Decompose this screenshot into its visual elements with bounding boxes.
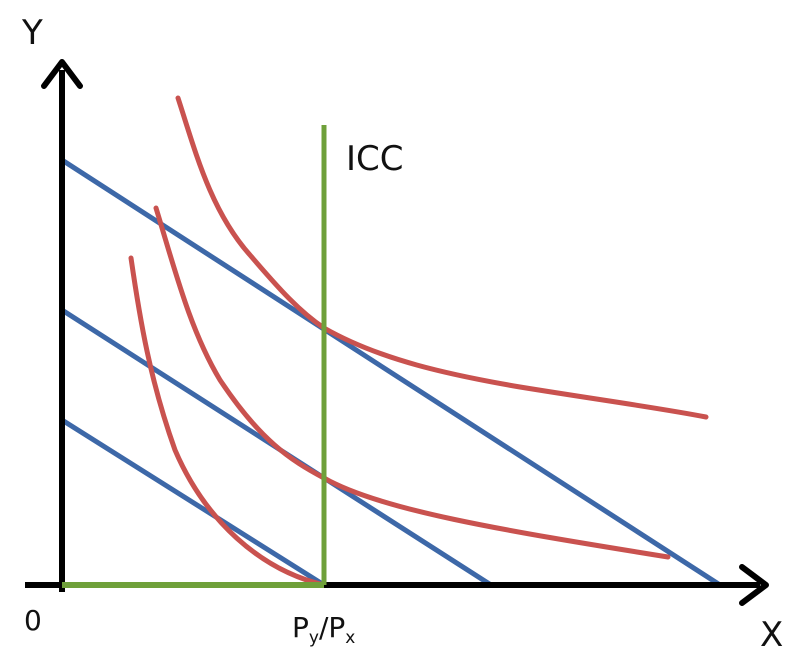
price-ratio-px-sub: x xyxy=(345,628,355,648)
x-axis-label: X xyxy=(760,615,783,655)
y-axis-label: Y xyxy=(21,13,43,53)
indifference-curves xyxy=(128,95,709,588)
icc-lines xyxy=(62,125,327,588)
indifference-curve-high xyxy=(175,95,709,420)
price-ratio-py-sub: y xyxy=(309,628,319,648)
indifference-curve-low xyxy=(128,255,327,588)
indifference-curve-mid xyxy=(153,205,671,560)
y-axis-arrowhead xyxy=(41,59,83,89)
origin-label: 0 xyxy=(24,604,42,637)
icc-label: ICC xyxy=(346,139,404,179)
x-axis-arrowhead xyxy=(739,564,769,606)
price-ratio-slash: / xyxy=(319,611,329,644)
price-ratio-label: Py/Px xyxy=(292,611,355,648)
price-ratio-px-main: P xyxy=(328,611,345,644)
budget-line-low xyxy=(59,417,327,588)
price-ratio-py-main: P xyxy=(292,611,309,644)
budget-line-high xyxy=(59,157,723,588)
